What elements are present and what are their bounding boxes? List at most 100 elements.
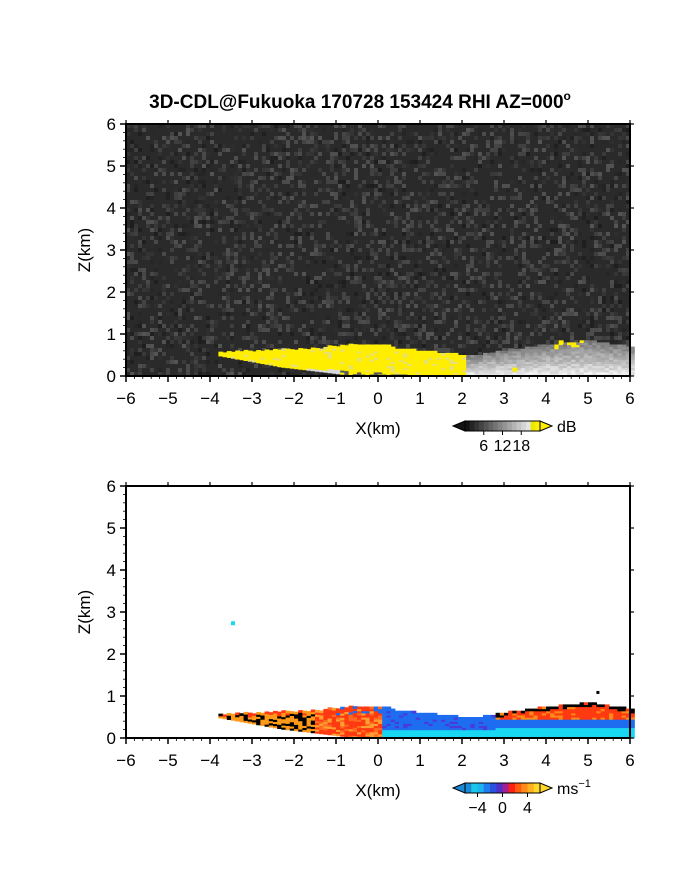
noise-cell — [230, 228, 234, 232]
echo-cell — [583, 357, 589, 360]
noise-cell — [506, 188, 510, 192]
noise-cell — [414, 132, 418, 136]
noise-cell — [146, 240, 150, 244]
velocity-cell — [256, 712, 261, 715]
noise-cell — [226, 240, 230, 244]
noise-cell — [138, 364, 142, 368]
noise-cell — [286, 164, 290, 168]
noise-cell — [342, 152, 346, 156]
noise-cell — [522, 152, 526, 156]
noise-cell — [590, 208, 594, 212]
noise-cell — [282, 240, 286, 244]
echo-cell — [344, 355, 350, 359]
noise-cell — [370, 172, 374, 176]
noise-cell — [178, 228, 182, 232]
noise-cell — [434, 184, 438, 188]
noise-cell — [162, 352, 166, 356]
echo-cell — [571, 350, 576, 354]
noise-cell — [514, 164, 518, 168]
noise-cell — [598, 136, 602, 140]
noise-cell — [378, 184, 382, 188]
noise-cell — [330, 160, 334, 164]
noise-cell — [334, 192, 338, 196]
noise-cell — [582, 184, 586, 188]
noise-cell — [510, 180, 514, 184]
noise-cell — [450, 308, 454, 312]
noise-cell — [390, 212, 394, 216]
velocity-cell — [222, 714, 228, 718]
echo-cell — [508, 348, 513, 352]
noise-cell — [262, 268, 266, 272]
noise-cell — [414, 280, 418, 284]
noise-cell — [158, 232, 162, 236]
noise-cell — [470, 308, 474, 312]
noise-cell — [186, 348, 190, 352]
noise-cell — [566, 288, 570, 292]
echo-cell — [352, 354, 358, 358]
noise-cell — [186, 132, 190, 136]
noise-cell — [322, 188, 326, 192]
noise-cell — [510, 128, 514, 132]
noise-cell — [262, 264, 266, 268]
noise-cell — [290, 184, 294, 188]
reflectivity-colorbar-segment — [511, 421, 517, 431]
noise-cell — [282, 168, 286, 172]
noise-cell — [242, 284, 246, 288]
velocity-cell — [289, 728, 295, 731]
noise-cell — [426, 220, 430, 224]
noise-cell — [366, 316, 370, 320]
noise-cell — [402, 188, 406, 192]
echo-cell — [378, 367, 383, 371]
noise-cell — [342, 164, 346, 168]
x-tick-label: −6 — [116, 389, 135, 408]
noise-cell — [242, 336, 246, 340]
noise-cell — [374, 276, 378, 280]
noise-cell — [422, 320, 426, 324]
noise-cell — [514, 296, 518, 300]
noise-cell — [358, 320, 362, 324]
echo-cell — [567, 365, 572, 369]
echo-cell — [340, 357, 345, 361]
echo-cell — [294, 366, 299, 370]
noise-cell — [530, 184, 534, 188]
noise-cell — [386, 240, 390, 244]
echo-cell — [436, 355, 442, 358]
echo-cell — [310, 358, 316, 361]
noise-cell — [434, 216, 438, 220]
noise-cell — [178, 280, 182, 284]
velocity-cell — [256, 714, 261, 717]
noise-cell — [178, 320, 182, 324]
echo-cell — [277, 349, 282, 353]
noise-cell — [426, 236, 430, 240]
noise-cell — [562, 232, 566, 236]
noise-cell — [346, 332, 350, 336]
noise-cell — [270, 256, 274, 260]
echo-cell — [386, 357, 392, 360]
noise-cell — [514, 132, 518, 136]
noise-cell — [534, 228, 538, 232]
noise-cell — [354, 196, 358, 200]
echo-cell — [428, 350, 434, 354]
echo-cell — [378, 371, 383, 375]
noise-cell — [362, 128, 366, 132]
noise-cell — [442, 168, 446, 172]
noise-cell — [150, 148, 154, 152]
noise-cell — [366, 148, 370, 152]
noise-cell — [626, 172, 630, 176]
noise-cell — [326, 140, 330, 144]
echo-cell — [562, 346, 568, 350]
noise-cell — [398, 136, 402, 140]
noise-cell — [142, 288, 146, 292]
noise-cell — [370, 272, 374, 276]
noise-cell — [602, 212, 606, 216]
echo-cell — [378, 365, 383, 369]
noise-cell — [258, 200, 262, 204]
echo-cell — [357, 346, 362, 350]
noise-cell — [166, 216, 170, 220]
noise-cell — [578, 308, 582, 312]
noise-cell — [582, 280, 586, 284]
noise-cell — [486, 276, 490, 280]
noise-cell — [170, 304, 174, 308]
noise-cell — [202, 264, 206, 268]
noise-cell — [290, 224, 294, 228]
